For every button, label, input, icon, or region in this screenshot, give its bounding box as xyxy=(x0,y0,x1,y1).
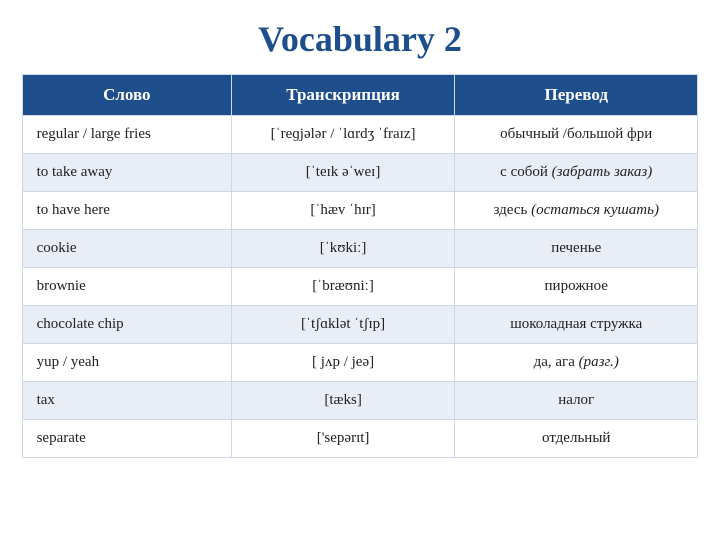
col-header-translation: Перевод xyxy=(455,75,698,116)
table-row: regular / large fries [ˈreɡjələr / ˈlɑrd… xyxy=(22,116,698,154)
cell-transcription: [ˈtʃɑklət ˈtʃɪp] xyxy=(232,306,455,344)
translation-note: (остаться кушать) xyxy=(531,202,659,218)
cell-transcription: [ˈreɡjələr / ˈlɑrdʒ ˈfraɪz] xyxy=(232,116,455,154)
cell-transcription: [ jʌp / jeə] xyxy=(232,344,455,382)
cell-translation: шоколадная стружка xyxy=(455,306,698,344)
cell-word: cookie xyxy=(22,230,231,268)
cell-word: chocolate chip xyxy=(22,306,231,344)
table-row: separate ['sepərɪt] отдельный xyxy=(22,420,698,458)
cell-word: separate xyxy=(22,420,231,458)
cell-transcription: [tæks] xyxy=(232,382,455,420)
cell-word: brownie xyxy=(22,268,231,306)
table-body: regular / large fries [ˈreɡjələr / ˈlɑrd… xyxy=(22,116,698,458)
cell-transcription: [ˈbræʊniː] xyxy=(232,268,455,306)
cell-translation: с собой (забрать заказ) xyxy=(455,154,698,192)
cell-translation: да, ага (разг.) xyxy=(455,344,698,382)
translation-text: здесь xyxy=(494,202,532,218)
translation-note: (разг.) xyxy=(579,354,619,370)
translation-text: пирожное xyxy=(545,278,608,294)
cell-transcription: [ˈkʊkiː] xyxy=(232,230,455,268)
cell-translation: налог xyxy=(455,382,698,420)
table-row: cookie [ˈkʊkiː] печенье xyxy=(22,230,698,268)
cell-translation: здесь (остаться кушать) xyxy=(455,192,698,230)
cell-word: yup / yeah xyxy=(22,344,231,382)
table-row: brownie [ˈbræʊniː] пирожное xyxy=(22,268,698,306)
table-row: to have here [ˈhæv ˈhɪr] здесь (остаться… xyxy=(22,192,698,230)
table-row: to take away [ˈteɪk əˈweɪ] с собой (забр… xyxy=(22,154,698,192)
translation-text: налог xyxy=(558,392,594,408)
cell-word: to take away xyxy=(22,154,231,192)
col-header-word: Слово xyxy=(22,75,231,116)
page-title: Vocabulary 2 xyxy=(0,0,720,74)
translation-text: печенье xyxy=(551,240,601,256)
cell-transcription: [ˈhæv ˈhɪr] xyxy=(232,192,455,230)
cell-word: regular / large fries xyxy=(22,116,231,154)
table-row: chocolate chip [ˈtʃɑklət ˈtʃɪp] шоколадн… xyxy=(22,306,698,344)
col-header-transcription: Транскрипция xyxy=(232,75,455,116)
cell-translation: печенье xyxy=(455,230,698,268)
cell-translation: обычный /большой фри xyxy=(455,116,698,154)
translation-text: обычный /большой фри xyxy=(500,126,652,142)
cell-transcription: ['sepərɪt] xyxy=(232,420,455,458)
cell-translation: пирожное xyxy=(455,268,698,306)
cell-word: tax xyxy=(22,382,231,420)
vocabulary-table: Слово Транскрипция Перевод regular / lar… xyxy=(22,74,699,458)
translation-text: с собой xyxy=(500,164,551,180)
table-row: yup / yeah [ jʌp / jeə] да, ага (разг.) xyxy=(22,344,698,382)
table-row: tax [tæks] налог xyxy=(22,382,698,420)
table-header-row: Слово Транскрипция Перевод xyxy=(22,75,698,116)
translation-note: (забрать заказ) xyxy=(552,164,653,180)
cell-transcription: [ˈteɪk əˈweɪ] xyxy=(232,154,455,192)
translation-text: да, ага xyxy=(534,354,579,370)
translation-text: отдельный xyxy=(542,430,610,446)
cell-translation: отдельный xyxy=(455,420,698,458)
translation-text: шоколадная стружка xyxy=(510,316,642,332)
cell-word: to have here xyxy=(22,192,231,230)
